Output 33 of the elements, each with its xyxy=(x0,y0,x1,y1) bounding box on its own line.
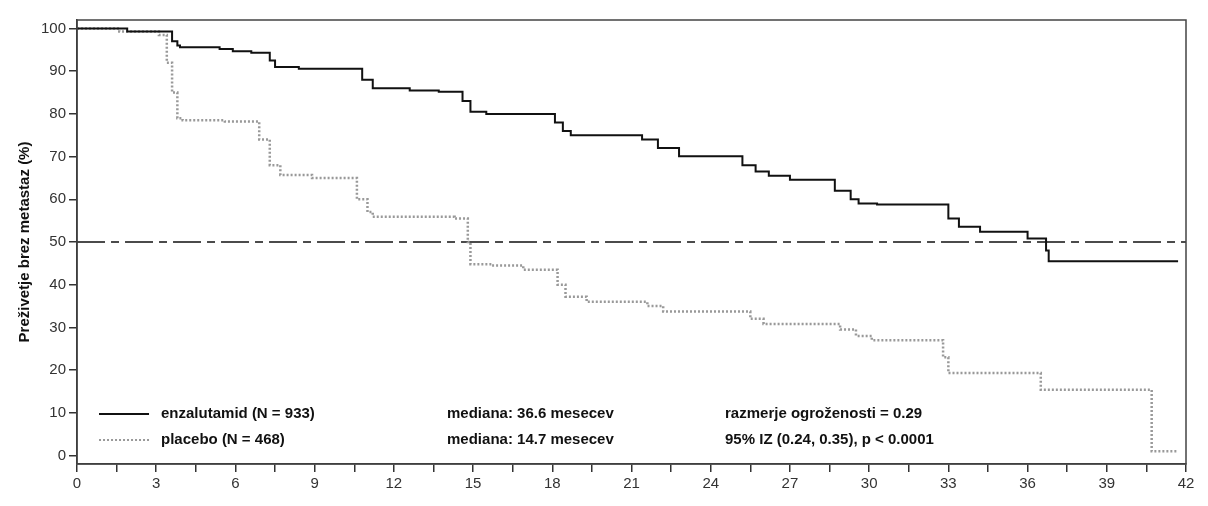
annotation: mediana: 14.7 mesecev xyxy=(447,430,615,448)
y-tick-label: 80 xyxy=(49,104,67,122)
y-tick-label: 70 xyxy=(49,146,67,164)
y-tick-label: 100 xyxy=(41,18,67,36)
legend-label: enzalutamid (N = 933) xyxy=(161,404,315,422)
x-tick-label: 36 xyxy=(1019,474,1036,492)
y-tick-label: 40 xyxy=(49,274,67,292)
y-axis-title: Preživetje brez metastaz (%) xyxy=(15,141,33,343)
annotation: mediana: 36.6 mesecev xyxy=(447,404,615,422)
x-tick-label: 12 xyxy=(385,474,403,492)
y-tick-label: 60 xyxy=(49,189,67,207)
x-tick-label: 27 xyxy=(781,474,799,492)
x-tick-label: 18 xyxy=(543,474,561,492)
x-tick-label: 33 xyxy=(940,474,957,492)
x-tick-label: 42 xyxy=(1177,474,1195,492)
x-tick-label: 15 xyxy=(464,474,482,492)
annotation: 95% IZ (0.24, 0.35), p < 0.0001 xyxy=(725,430,934,448)
x-tick-label: 6 xyxy=(231,474,240,492)
x-tick-label: 9 xyxy=(310,474,319,492)
y-tick-label: 90 xyxy=(49,61,67,79)
x-tick-label: 0 xyxy=(72,474,82,492)
x-tick-label: 3 xyxy=(152,474,161,492)
y-tick-label: 20 xyxy=(49,360,67,378)
y-tick-label: 10 xyxy=(49,402,67,420)
x-tick-label: 30 xyxy=(860,474,878,492)
y-tick-label: 50 xyxy=(49,232,67,250)
annotation: razmerje ogroženosti = 0.29 xyxy=(725,404,923,422)
x-tick-label: 24 xyxy=(702,474,720,492)
x-tick-label: 39 xyxy=(1098,474,1116,492)
y-tick-label: 0 xyxy=(57,445,67,463)
y-tick-label: 30 xyxy=(49,317,67,335)
legend-label: placebo (N = 468) xyxy=(161,430,285,448)
x-tick-label: 21 xyxy=(623,474,640,492)
